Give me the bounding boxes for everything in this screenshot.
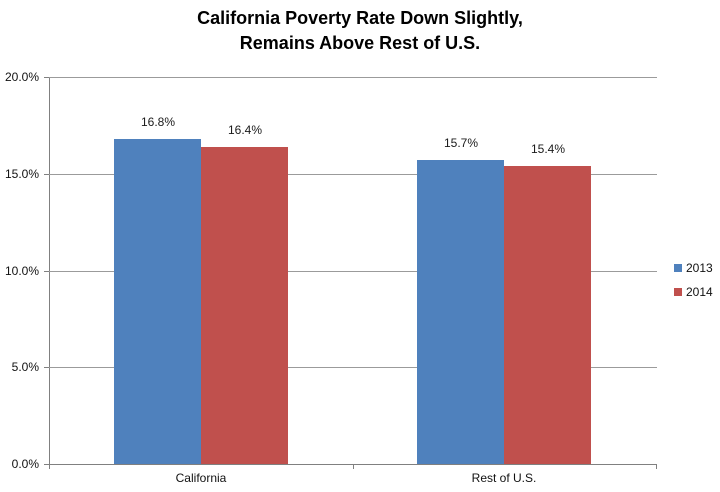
bar-2013-California <box>114 139 201 464</box>
y-tick-mark-15.0% <box>44 174 49 175</box>
chart-title: California Poverty Rate Down Slightly, R… <box>0 6 720 56</box>
legend-label-2013: 2013 <box>686 261 713 275</box>
bar-value-label-2014-Rest of U.S.: 15.4% <box>530 142 566 156</box>
gridline-15.0% <box>49 174 657 175</box>
gridline-20.0% <box>49 77 657 78</box>
y-tick-label-5.0%: 5.0% <box>11 360 39 374</box>
y-tick-mark-20.0% <box>44 77 49 78</box>
y-tick-label-20.0%: 20.0% <box>4 70 39 84</box>
bar-2014-Rest of U.S. <box>504 166 591 464</box>
x-category-label-Rest of U.S.: Rest of U.S. <box>471 471 537 485</box>
gridline-5.0% <box>49 367 657 368</box>
y-tick-label-0.0%: 0.0% <box>11 457 39 471</box>
bar-value-label-2013-Rest of U.S.: 15.7% <box>443 136 479 150</box>
x-category-label-California: California <box>175 471 227 485</box>
legend-label-2014: 2014 <box>686 285 713 299</box>
legend-item-2014: 2014 <box>674 281 713 303</box>
y-tick-mark-10.0% <box>44 271 49 272</box>
bar-2013-Rest of U.S. <box>417 160 504 464</box>
bar-2014-California <box>201 147 288 464</box>
x-tick-mark-1 <box>353 464 354 469</box>
x-tick-mark-2 <box>656 464 657 469</box>
bar-value-label-2013-California: 16.8% <box>140 115 176 129</box>
y-tick-label-15.0%: 15.0% <box>4 167 39 181</box>
y-tick-mark-5.0% <box>44 367 49 368</box>
x-tick-mark-0 <box>49 464 50 469</box>
legend-item-2013: 2013 <box>674 257 713 279</box>
legend-swatch-2014-icon <box>674 288 682 296</box>
legend-swatch-2013-icon <box>674 264 682 272</box>
legend: 2013 2014 <box>674 257 713 305</box>
gridline-10.0% <box>49 271 657 272</box>
chart-title-line2: Remains Above Rest of U.S. <box>239 33 481 53</box>
bar-value-label-2014-California: 16.4% <box>227 123 263 137</box>
chart-title-line1: California Poverty Rate Down Slightly, <box>197 8 523 28</box>
y-tick-mark-0.0% <box>44 464 49 465</box>
y-tick-label-10.0%: 10.0% <box>4 264 39 278</box>
